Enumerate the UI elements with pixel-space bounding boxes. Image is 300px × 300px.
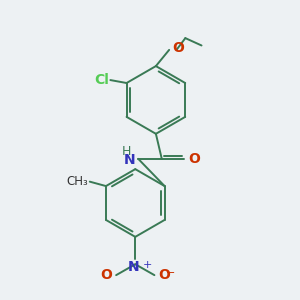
Text: −: − bbox=[166, 268, 175, 278]
Text: O: O bbox=[188, 152, 200, 166]
Text: O: O bbox=[158, 268, 170, 282]
Text: H: H bbox=[122, 145, 131, 158]
Text: O: O bbox=[172, 41, 184, 56]
Text: O: O bbox=[101, 268, 112, 282]
Text: N: N bbox=[124, 153, 135, 167]
Text: CH₃: CH₃ bbox=[67, 175, 88, 188]
Text: Cl: Cl bbox=[94, 73, 109, 87]
Text: +: + bbox=[142, 260, 152, 270]
Text: N: N bbox=[128, 260, 140, 274]
